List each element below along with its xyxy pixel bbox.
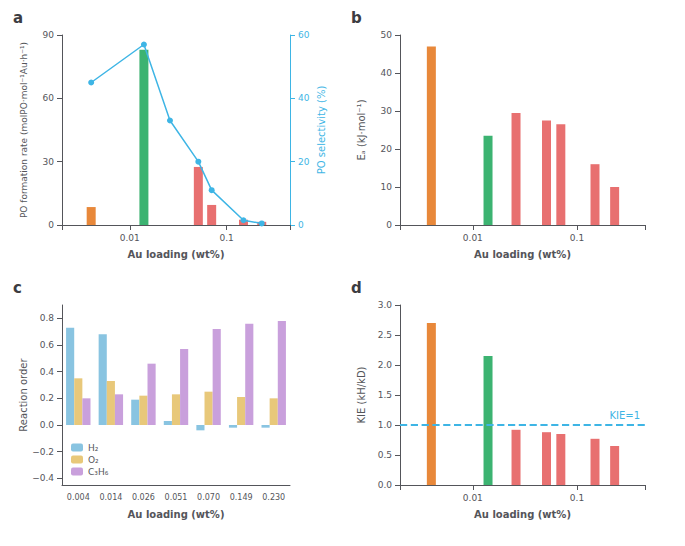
svg-text:60: 60 xyxy=(43,93,55,103)
svg-text:0.0: 0.0 xyxy=(378,480,393,490)
svg-text:−0.2: −0.2 xyxy=(32,447,54,457)
svg-text:O₂: O₂ xyxy=(88,455,99,465)
svg-text:PO selectivity (%): PO selectivity (%) xyxy=(316,86,327,175)
svg-text:2.0: 2.0 xyxy=(378,360,393,370)
svg-text:0.149: 0.149 xyxy=(230,493,253,502)
svg-text:KIE (kH/kD): KIE (kH/kD) xyxy=(356,366,367,423)
svg-text:0.01: 0.01 xyxy=(120,233,140,243)
svg-text:0.0: 0.0 xyxy=(40,420,55,430)
svg-text:50: 50 xyxy=(381,30,393,40)
svg-text:0.051: 0.051 xyxy=(165,493,188,502)
svg-text:0.014: 0.014 xyxy=(99,493,122,502)
svg-text:40: 40 xyxy=(298,93,310,103)
svg-text:0.2: 0.2 xyxy=(40,393,54,403)
svg-text:1.0: 1.0 xyxy=(378,420,393,430)
svg-text:30: 30 xyxy=(381,106,393,116)
svg-text:Au loading (wt%): Au loading (wt%) xyxy=(128,249,225,260)
svg-text:0.070: 0.070 xyxy=(197,493,220,502)
svg-text:c: c xyxy=(13,279,22,297)
svg-text:Au loading (wt%): Au loading (wt%) xyxy=(474,509,571,520)
svg-text:0.6: 0.6 xyxy=(40,340,55,350)
svg-text:0.01: 0.01 xyxy=(463,233,483,243)
svg-text:10: 10 xyxy=(381,182,393,192)
svg-text:3.0: 3.0 xyxy=(378,300,393,310)
svg-text:H₂: H₂ xyxy=(88,443,99,453)
svg-text:Reaction order: Reaction order xyxy=(18,357,29,431)
svg-text:PO formation rate (molPO·mol⁻¹: PO formation rate (molPO·mol⁻¹Au·h⁻¹) xyxy=(19,42,29,218)
svg-text:30: 30 xyxy=(43,157,55,167)
svg-text:20: 20 xyxy=(298,157,310,167)
svg-text:C₃H₆: C₃H₆ xyxy=(88,467,109,477)
svg-text:2.5: 2.5 xyxy=(378,330,392,340)
svg-text:60: 60 xyxy=(298,30,310,40)
svg-text:Au loading (wt%): Au loading (wt%) xyxy=(474,249,571,260)
svg-text:0: 0 xyxy=(386,220,392,230)
svg-text:20: 20 xyxy=(381,144,393,154)
svg-text:0.1: 0.1 xyxy=(570,233,584,243)
svg-text:0.1: 0.1 xyxy=(570,493,584,503)
svg-text:0.8: 0.8 xyxy=(40,313,55,323)
svg-text:a: a xyxy=(13,9,23,27)
svg-text:1.5: 1.5 xyxy=(378,390,392,400)
svg-text:0.230: 0.230 xyxy=(262,493,285,502)
svg-text:Eₐ (kJ·mol⁻¹): Eₐ (kJ·mol⁻¹) xyxy=(356,99,367,160)
svg-text:0.01: 0.01 xyxy=(463,493,483,503)
svg-text:0: 0 xyxy=(298,220,304,230)
svg-text:40: 40 xyxy=(381,68,393,78)
svg-text:0: 0 xyxy=(48,220,54,230)
svg-text:90: 90 xyxy=(43,30,55,40)
svg-text:0.004: 0.004 xyxy=(67,493,90,502)
svg-text:0.026: 0.026 xyxy=(132,493,155,502)
svg-text:−0.4: −0.4 xyxy=(32,473,54,483)
svg-text:0.5: 0.5 xyxy=(378,450,392,460)
svg-text:d: d xyxy=(351,279,362,297)
svg-text:0.4: 0.4 xyxy=(40,367,55,377)
svg-text:Au loading (wt%): Au loading (wt%) xyxy=(128,509,225,520)
svg-text:b: b xyxy=(351,9,362,27)
svg-text:0.1: 0.1 xyxy=(220,233,234,243)
svg-text:KIE=1: KIE=1 xyxy=(609,410,640,421)
